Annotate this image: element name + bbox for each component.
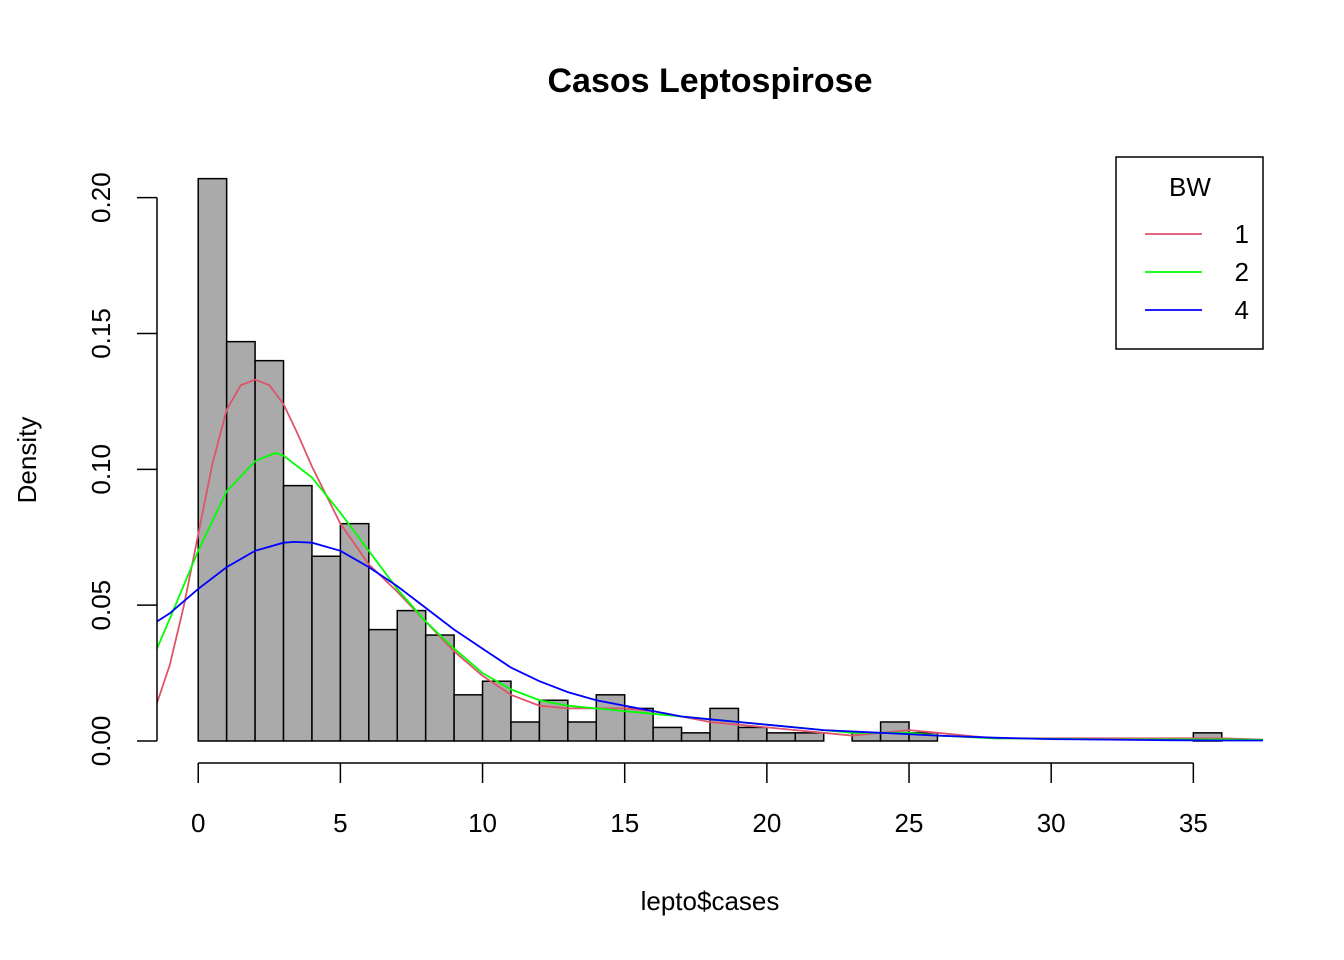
x-tick-label: 15 bbox=[610, 808, 639, 838]
x-axis-label: lepto$cases bbox=[641, 886, 780, 916]
histogram-bar bbox=[254, 359, 285, 742]
chart-title: Casos Leptospirose bbox=[548, 62, 873, 100]
x-tick-label: 20 bbox=[752, 808, 781, 838]
legend-box bbox=[1115, 156, 1264, 350]
y-axis: 0.00 0.05 0.10 0.15 0.20 bbox=[86, 172, 158, 767]
histogram-bar bbox=[794, 732, 825, 742]
x-tick-label: 35 bbox=[1179, 808, 1208, 838]
histogram-bar bbox=[766, 732, 797, 742]
y-tick-label: 0.05 bbox=[86, 580, 116, 631]
legend-label-2: 2 bbox=[1235, 257, 1249, 287]
x-tick-label: 25 bbox=[895, 808, 924, 838]
histogram-bar bbox=[197, 177, 228, 742]
density-line-bw-1 bbox=[156, 378, 1264, 741]
x-axis: 0 5 10 15 20 25 30 35 bbox=[191, 762, 1208, 838]
histogram-bar bbox=[737, 726, 768, 742]
histogram-bar bbox=[453, 694, 484, 742]
x-tick-label: 0 bbox=[191, 808, 205, 838]
x-tick-label: 5 bbox=[333, 808, 347, 838]
legend: BW 1 2 4 bbox=[1115, 156, 1264, 350]
y-tick-label: 0.15 bbox=[86, 308, 116, 359]
histogram-bar bbox=[368, 628, 398, 742]
legend-title: BW bbox=[1169, 172, 1211, 202]
x-tick-label: 30 bbox=[1037, 808, 1066, 838]
x-tick-label: 10 bbox=[468, 808, 497, 838]
histogram-bar bbox=[680, 732, 711, 742]
legend-label-4: 4 bbox=[1235, 295, 1249, 325]
histogram-bar bbox=[339, 522, 370, 742]
histogram-bars bbox=[197, 177, 1223, 742]
histogram-bar bbox=[481, 680, 512, 742]
histogram-bar bbox=[396, 609, 427, 742]
histogram-bar bbox=[908, 732, 939, 742]
y-tick-label: 0.10 bbox=[86, 444, 116, 495]
histogram-bar bbox=[652, 726, 683, 742]
y-axis-label: Density bbox=[12, 417, 42, 504]
legend-label-1: 1 bbox=[1235, 219, 1249, 249]
histogram-bar bbox=[282, 484, 313, 742]
y-tick-label: 0.00 bbox=[86, 716, 116, 767]
histogram-bar bbox=[424, 634, 455, 742]
y-tick-label: 0.20 bbox=[86, 172, 116, 223]
histogram-bar bbox=[567, 721, 598, 742]
density-curves bbox=[156, 378, 1264, 742]
histogram-bar bbox=[311, 555, 342, 742]
histogram-bar bbox=[225, 340, 256, 742]
density-line-bw-4 bbox=[156, 540, 1263, 742]
histogram-bar bbox=[510, 721, 541, 742]
